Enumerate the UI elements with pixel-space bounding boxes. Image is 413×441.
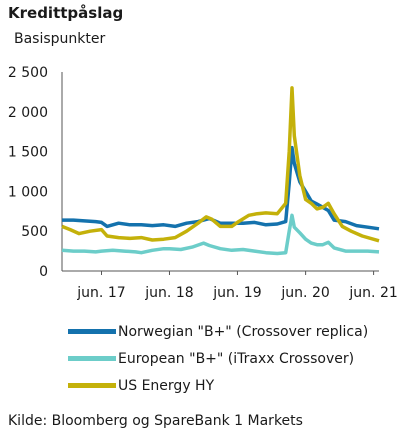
chart-title: Kredittpåslag xyxy=(8,4,124,22)
y-tick-label: 1 000 xyxy=(8,184,48,200)
legend-swatch-norwegian xyxy=(68,329,116,334)
series-line-european xyxy=(61,213,380,256)
x-tick-label: jun. 18 xyxy=(144,285,193,301)
legend-swatch-european xyxy=(68,356,116,361)
x-tick-label: jun. 19 xyxy=(212,285,261,301)
legend-swatch-us-energy xyxy=(68,383,116,388)
y-axis-label: Basispunkter xyxy=(14,31,106,47)
y-tick-label: 1 500 xyxy=(8,145,48,161)
legend-item-us-energy: US Energy HY xyxy=(68,372,368,399)
x-tick-label: jun. 20 xyxy=(280,285,329,301)
legend-item-norwegian: Norwegian "B+" (Crossover replica) xyxy=(68,318,368,345)
x-tick-label: jun. 17 xyxy=(76,285,125,301)
y-tick-label: 0 xyxy=(39,264,48,280)
legend-item-european: European "B+" (iTraxx Crossover) xyxy=(68,345,368,372)
legend-label-us-energy: US Energy HY xyxy=(118,377,215,394)
y-tick-label: 2 000 xyxy=(8,105,48,121)
source-note: Kilde: Bloomberg og SpareBank 1 Markets xyxy=(8,413,303,429)
series-lines xyxy=(61,86,380,256)
legend: Norwegian "B+" (Crossover replica) Europ… xyxy=(68,318,368,399)
series-line-us-energy xyxy=(61,86,380,243)
legend-label-norwegian: Norwegian "B+" (Crossover replica) xyxy=(118,323,369,340)
y-tick-label: 500 xyxy=(21,224,48,240)
legend-label-european: European "B+" (iTraxx Crossover) xyxy=(118,350,355,367)
y-tick-label: 2 500 xyxy=(8,65,48,81)
x-axis: jun. 17 jun. 18 jun. 19 jun. 20 jun. 21 xyxy=(62,270,398,301)
series-line-norwegian xyxy=(62,145,380,231)
y-axis: 0 500 1 000 1 500 2 000 2 500 xyxy=(8,65,63,280)
x-tick-label: jun. 21 xyxy=(348,285,397,301)
